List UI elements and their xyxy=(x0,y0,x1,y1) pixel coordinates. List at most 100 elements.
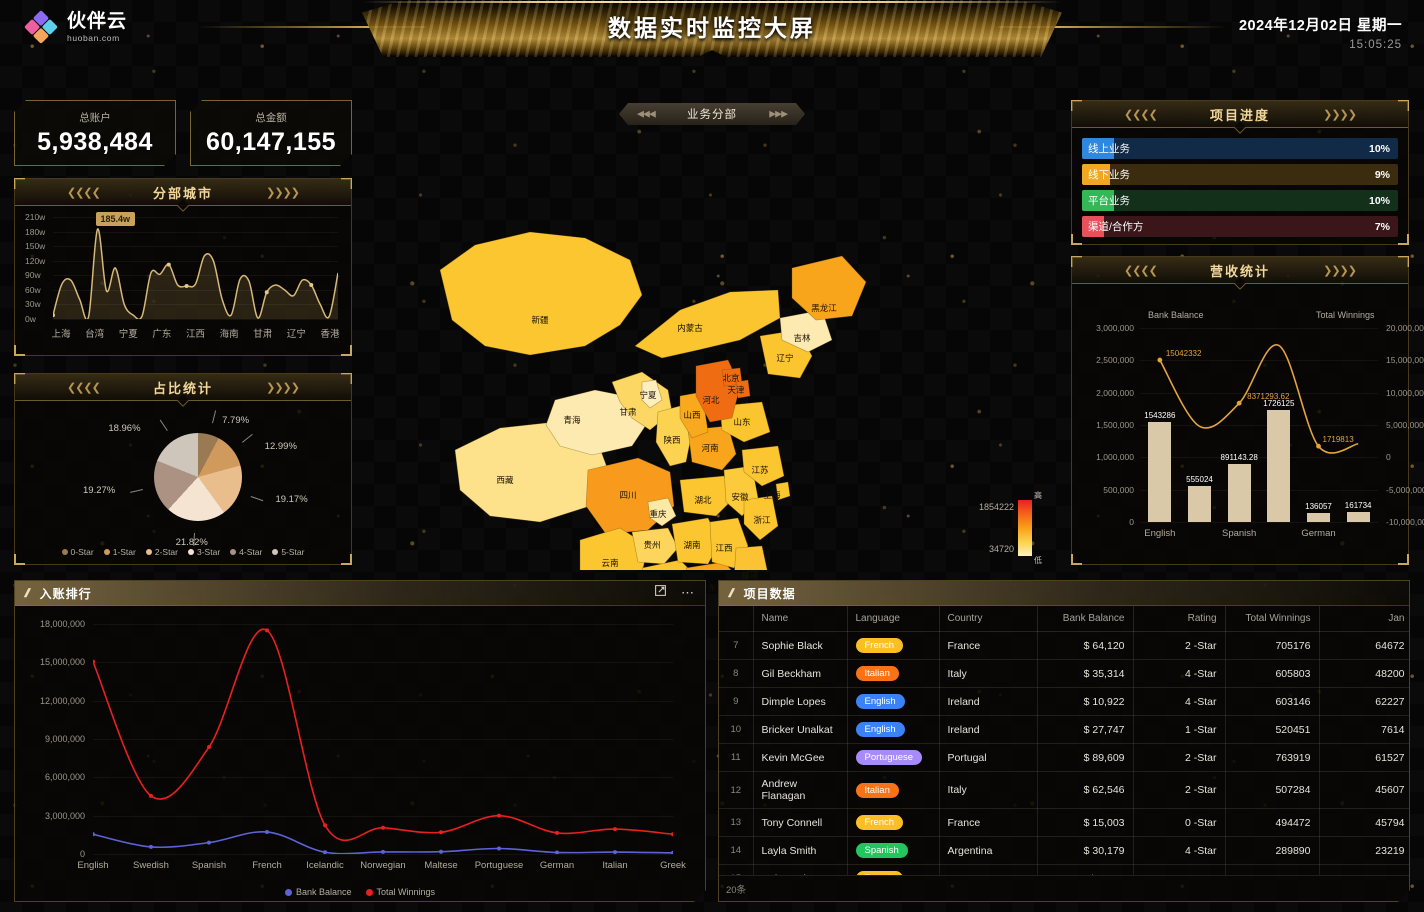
province-shape[interactable] xyxy=(545,389,649,456)
province-shape[interactable] xyxy=(743,495,779,541)
more-icon[interactable]: ⋯ xyxy=(681,585,695,600)
province-shape[interactable] xyxy=(775,481,791,501)
right-axis-tick: 15,000,000 xyxy=(1386,355,1424,366)
progress-row[interactable]: 渠道/合作方 7% xyxy=(1082,216,1398,237)
map-prev-arrow-icon[interactable]: ◀◀◀ xyxy=(637,108,656,119)
revenue-bar[interactable] xyxy=(1227,464,1251,522)
city-line-chart: 210w 180w 150w 120w 90w 60w 30w 0w 185.4w 上海 台湾 宁夏 广… xyxy=(25,212,340,340)
grid-line xyxy=(93,739,673,740)
province-shape[interactable] xyxy=(687,425,737,471)
next-arrow-icon[interactable]: ❯❯❯❯ xyxy=(1323,264,1357,277)
panel-income-ranking: // 入账排行 ⋯ 18,000,000 15,000,000 12,000,000… xyxy=(14,580,706,902)
prev-arrow-icon[interactable]: ❮❮❮❮ xyxy=(1124,264,1158,277)
table-row[interactable]: 10 Bricker Unalkat English Ireland $ 27,747 1… xyxy=(719,716,1409,744)
province-shape[interactable] xyxy=(439,231,643,356)
prev-arrow-icon[interactable]: ❮❮❮❮ xyxy=(67,186,101,199)
province-label: 辽宁 xyxy=(776,353,794,363)
panel-city-branches: ❮❮❮❮ 分部城市 ❯❯❯❯ 210w 180w 150w 120w 90w 60w 30w… xyxy=(14,178,352,356)
prev-arrow-icon[interactable]: ❮❮❮❮ xyxy=(1124,108,1158,121)
column-header[interactable]: Rating xyxy=(1133,606,1225,632)
legend-label: 4-Star xyxy=(239,547,263,557)
province-shape[interactable] xyxy=(631,527,679,565)
pie-legend-item[interactable]: 1-Star xyxy=(103,547,136,557)
table-row[interactable]: 7 Sophie Black French France $ 64,120 2 -Star… xyxy=(719,632,1409,660)
province-label: 重庆 xyxy=(649,509,667,519)
province-shape[interactable] xyxy=(791,255,867,321)
legend-item[interactable]: Total Winnings xyxy=(366,887,436,897)
next-arrow-icon[interactable]: ❯❯❯❯ xyxy=(266,381,300,394)
province-label: 上海 xyxy=(763,490,781,500)
x-axis-tick: 宁夏 xyxy=(118,329,138,340)
cell-bank-balance: $ 30,179 xyxy=(1037,837,1133,865)
line-value-label: 1719813 xyxy=(1322,435,1354,445)
row-index: 12 xyxy=(719,772,753,809)
grid-line xyxy=(53,289,338,291)
row-index-header xyxy=(719,606,753,632)
next-arrow-icon[interactable]: ❯❯❯❯ xyxy=(1323,108,1357,121)
table-row[interactable]: 15Daisy Kobe French France$ 1,9290 -Star67… xyxy=(719,865,1409,876)
kpi-label: 总账户 xyxy=(79,111,111,124)
pie-legend-item[interactable]: 3-Star xyxy=(188,547,220,557)
province-shape[interactable] xyxy=(634,289,781,359)
column-header[interactable]: Total Winnings xyxy=(1225,606,1319,632)
map-header-plate xyxy=(619,103,805,125)
pie-slice-label: 21.82% xyxy=(175,537,208,549)
china-choropleth-map[interactable]: 新疆西藏青海甘肃宁夏内蒙古陕西四川重庆云南贵州广西广东海南湖南江西福建湖北安徽浙… xyxy=(380,150,1050,651)
progress-label: 线下业务 xyxy=(1088,169,1130,181)
progress-fill xyxy=(1082,164,1111,185)
province-shape[interactable] xyxy=(735,379,751,399)
legend-low-label: 低 xyxy=(1034,556,1042,565)
prev-arrow-icon[interactable]: ❮❮❮❮ xyxy=(67,381,101,394)
revenue-bar[interactable] xyxy=(1148,422,1172,522)
panel-title: 入账排行 xyxy=(39,586,92,601)
map-next-arrow-icon[interactable]: ▶▶▶ xyxy=(769,108,788,119)
data-point xyxy=(381,826,385,830)
column-header[interactable]: Language xyxy=(847,606,939,632)
pie-legend-item[interactable]: 4-Star xyxy=(230,547,262,557)
cell-jan: 45401 xyxy=(1319,865,1409,876)
progress-row[interactable]: 平台业务 10% xyxy=(1082,190,1398,211)
revenue-bar[interactable] xyxy=(1187,486,1211,522)
table-row[interactable]: 8 Gil Beckham Italian Italy $ 35,314 4 -Star 6… xyxy=(719,660,1409,688)
progress-row[interactable]: 线上业务 10% xyxy=(1082,138,1398,159)
legend-item[interactable]: Bank Balance xyxy=(285,887,352,897)
grid-line xyxy=(93,624,673,625)
province-shape[interactable] xyxy=(679,475,733,517)
y-axis-tick: 3,000,000 xyxy=(44,810,85,821)
province-shape[interactable] xyxy=(647,497,677,527)
pie-slice-label: 7.79% xyxy=(222,415,250,427)
revenue-bar[interactable] xyxy=(1346,511,1370,522)
table-scroll-region[interactable]: Name Language Country Bank Balance Rating Tot… xyxy=(719,606,1409,875)
table-row[interactable]: 11 Kevin McGee Portuguese Portugal $ 89,609 2… xyxy=(719,744,1409,772)
province-shape[interactable] xyxy=(741,445,785,487)
pie-legend-item[interactable]: 2-Star xyxy=(145,547,178,557)
pie-legend-item[interactable]: 0-Star xyxy=(61,547,94,557)
revenue-bar[interactable] xyxy=(1267,410,1291,522)
data-point xyxy=(323,823,327,827)
y-axis-tick: 9,000,000 xyxy=(44,734,85,744)
column-header[interactable]: Name xyxy=(753,606,847,632)
table-row[interactable]: 13 Tony Connell French France $ 15,003 0 -Sta… xyxy=(719,809,1409,837)
table-row[interactable]: 14 Layla Smith Spanish Argentina $ 30,179 4 -… xyxy=(719,837,1409,865)
column-header[interactable]: Country xyxy=(939,606,1037,632)
column-header[interactable]: Bank Balance xyxy=(1037,606,1133,632)
table-row[interactable]: 12 Andrew Flanagan Italian Italy $ 62,546 2 -… xyxy=(719,772,1409,809)
province-label: 天津 xyxy=(727,385,745,395)
next-arrow-icon[interactable]: ❯❯❯❯ xyxy=(266,186,300,199)
province-shape[interactable] xyxy=(641,379,663,409)
cell-jan: 45607 xyxy=(1319,772,1409,809)
pie-legend-item[interactable]: 5-Star xyxy=(272,547,304,557)
province-shape[interactable] xyxy=(733,545,769,593)
legend-label: 0-Star xyxy=(70,547,94,557)
cell-total-winnings: 507284 xyxy=(1225,772,1319,809)
panel-title: 项目数据 xyxy=(743,586,796,601)
progress-row[interactable]: 线下业务 9% xyxy=(1082,164,1398,185)
table-row[interactable]: 9 Dimple Lopes English Ireland $ 10,922 4 -St… xyxy=(719,688,1409,716)
grid-line xyxy=(1140,522,1378,523)
table-row-count: 20条 xyxy=(725,884,747,896)
column-header[interactable]: Jan xyxy=(1319,606,1409,632)
revenue-bar[interactable] xyxy=(1306,513,1330,522)
brand-logo[interactable]: 伙伴云 huoban.com xyxy=(24,10,127,44)
y-axis-tick: 90w xyxy=(25,270,41,281)
expand-icon[interactable] xyxy=(654,584,667,602)
